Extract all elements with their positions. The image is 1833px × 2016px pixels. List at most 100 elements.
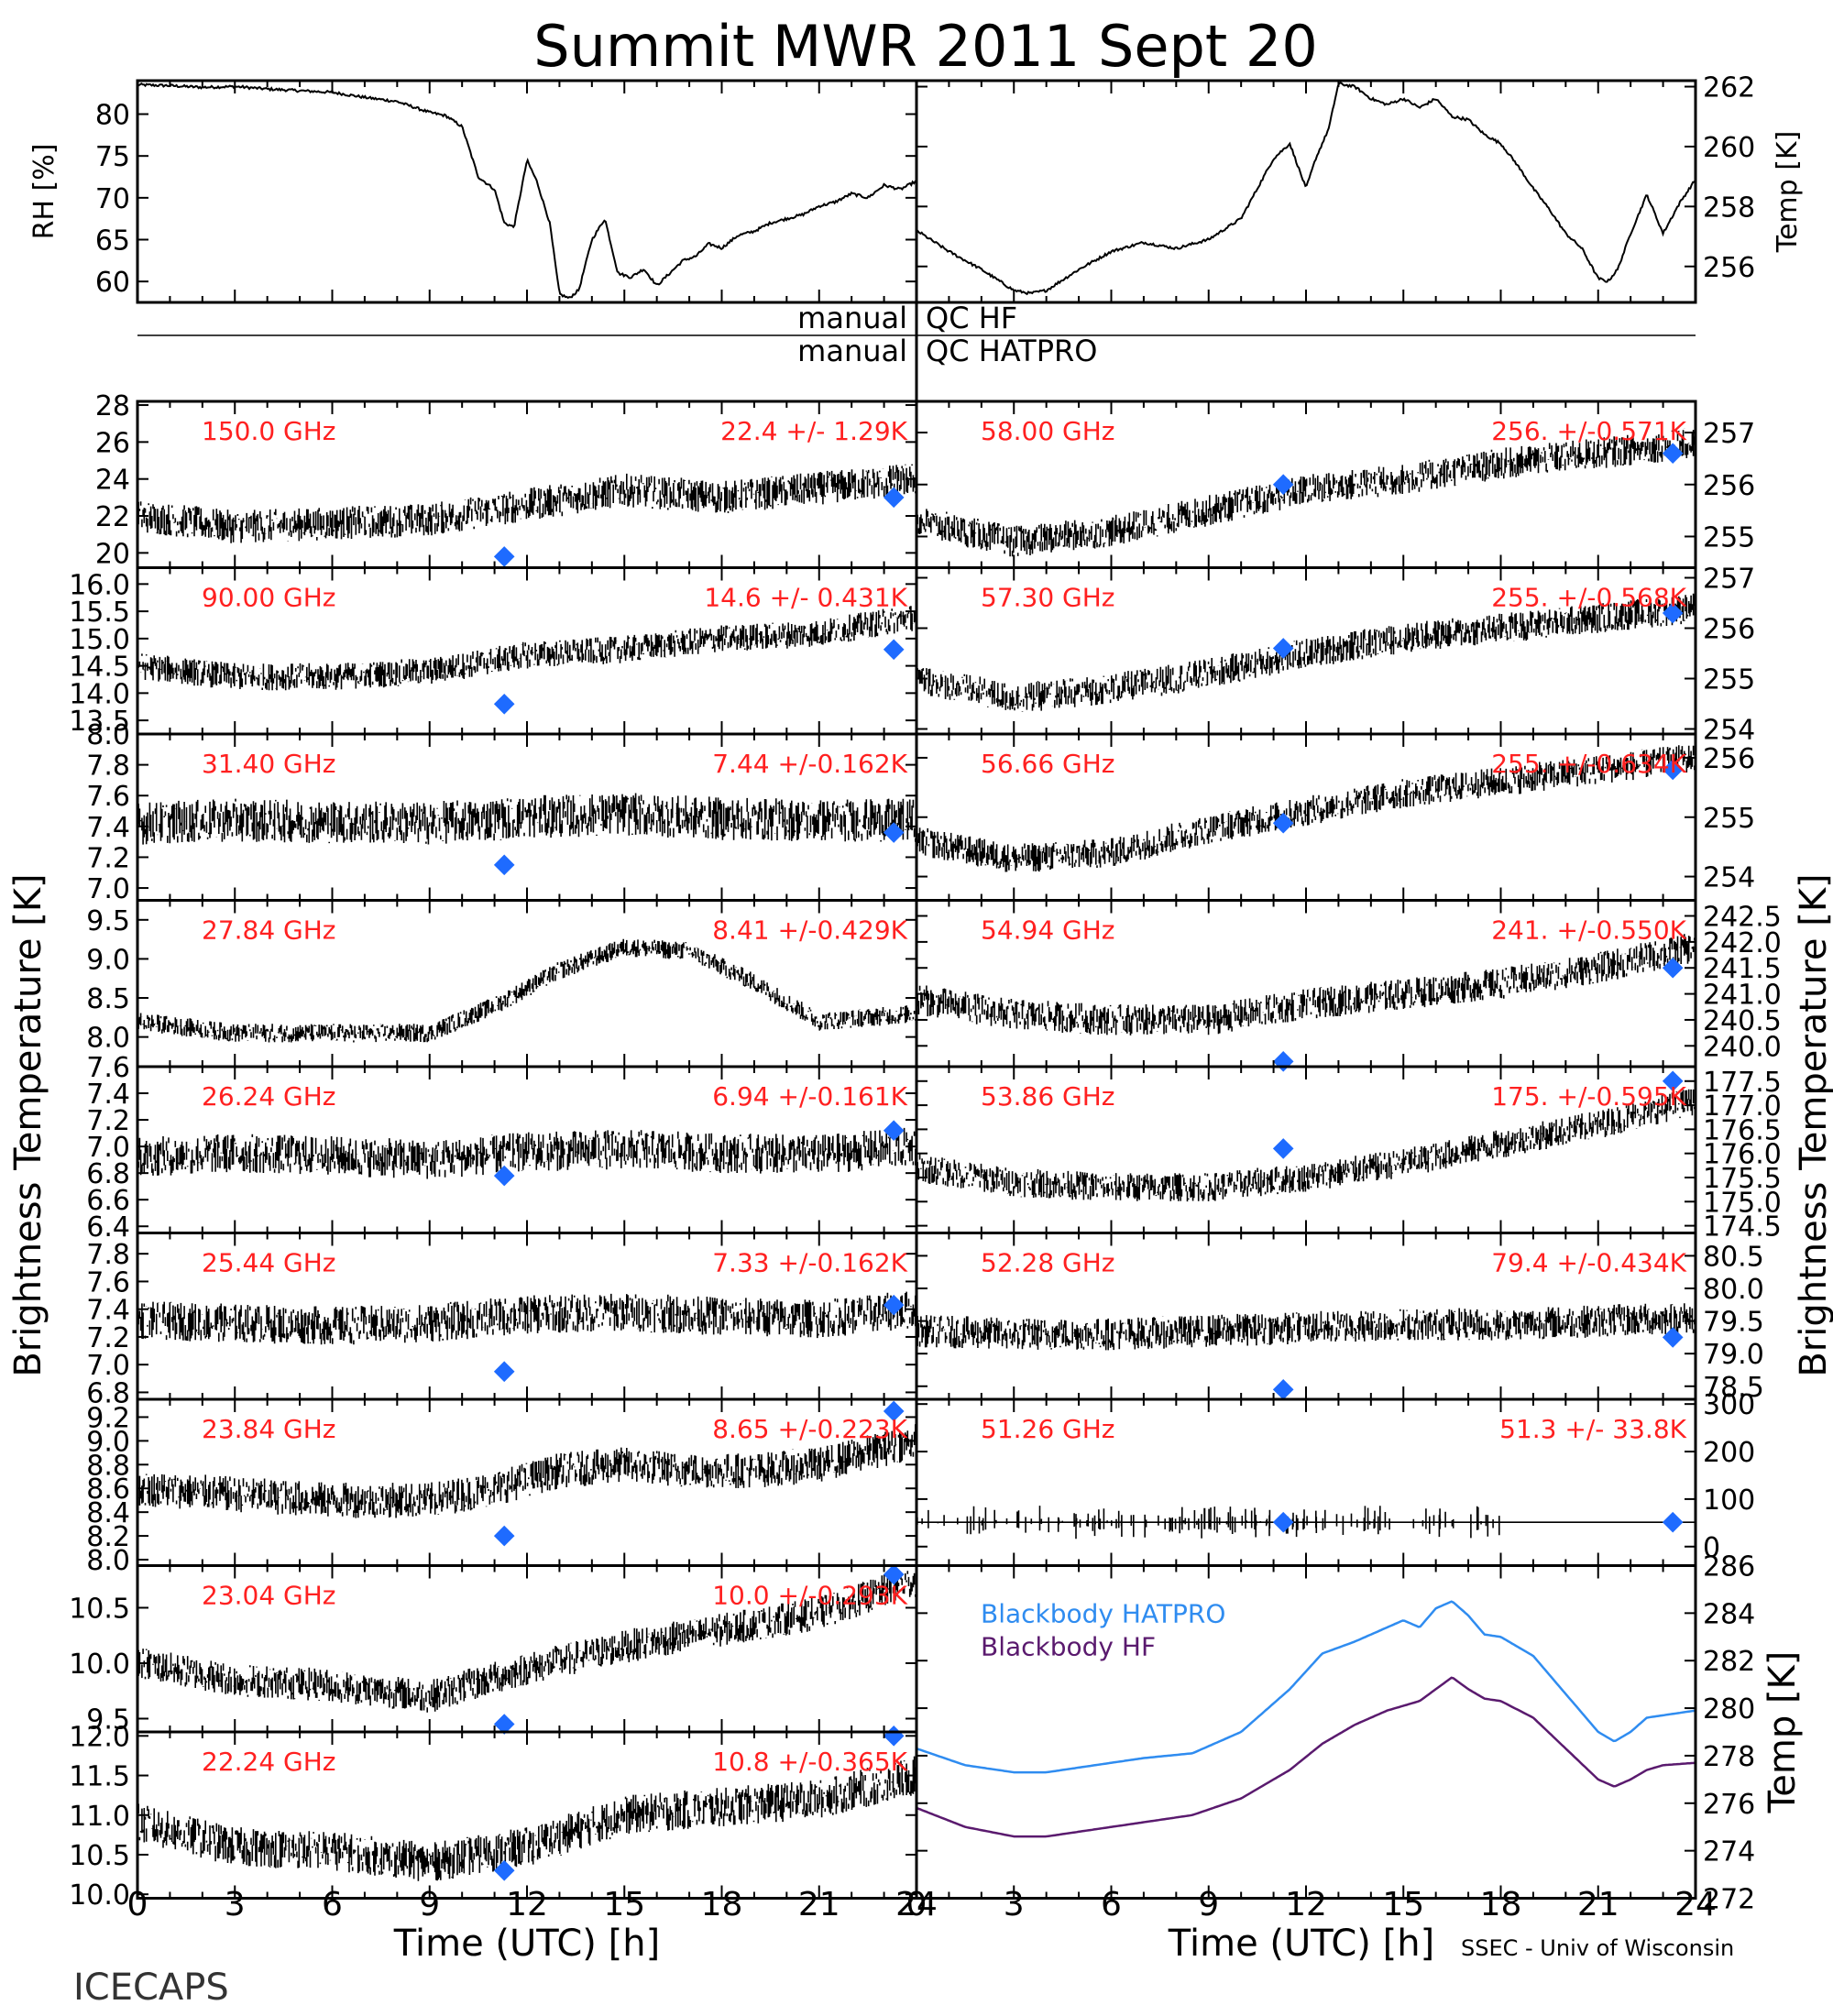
- sounding-marker: [1272, 812, 1294, 834]
- channel-panel: 78.579.079.580.080.5 52.28 GHz 79.4 +/-0.4…: [915, 1232, 1764, 1404]
- y-tick-label: 274: [1703, 1836, 1755, 1868]
- sounding-marker: [493, 854, 515, 876]
- y-tick-label: 13.5: [69, 706, 130, 738]
- y-tick-label: 7.8: [86, 751, 130, 783]
- rh-line: [137, 82, 917, 300]
- x-tick-label: 15: [603, 1886, 645, 1923]
- y-tick-label: 10.5: [69, 1593, 130, 1625]
- y-tick-label: 257: [1703, 418, 1755, 450]
- brightness-trace: [137, 464, 916, 543]
- x-tick-label: 15: [1382, 1886, 1424, 1923]
- y-tick-label: 284: [1703, 1598, 1755, 1630]
- y-tick-label: 20: [95, 538, 130, 570]
- y-tick-label: 175.5: [1703, 1163, 1782, 1195]
- footer-ssec: SSEC - Univ of Wisconsin: [1461, 1935, 1734, 1961]
- channel-panel: 6.46.66.87.07.27.47.6 26.24 GHz 6.94 +/-0.…: [86, 1052, 918, 1244]
- y-tick-label: 257: [1703, 564, 1755, 596]
- channel-label: 23.04 GHz: [202, 1581, 336, 1611]
- x-tick-label: 3: [1004, 1886, 1025, 1923]
- sounding-marker: [493, 1361, 515, 1383]
- brightness-trace: [137, 604, 917, 691]
- sounding-marker: [1662, 602, 1684, 624]
- channel-stat: 6.94 +/-0.161K: [712, 1081, 907, 1112]
- y-tick-label: 278: [1703, 1741, 1755, 1773]
- sounding-marker: [883, 1294, 905, 1316]
- rh-panel: 60 65 70 75 80 RH [%]: [28, 79, 918, 304]
- y-tick-label: 8.0: [86, 719, 130, 751]
- channel-stat: 22.4 +/- 1.29K: [720, 416, 907, 446]
- channel-label: 51.26 GHz: [981, 1414, 1115, 1444]
- channel-label: 27.84 GHz: [202, 915, 336, 946]
- y-tick-label: 176.5: [1703, 1114, 1782, 1146]
- channel-panel: 8.08.28.48.68.89.09.2 23.84 GHz 8.65 +/-0.…: [86, 1397, 918, 1577]
- y-tick-label: 276: [1703, 1789, 1755, 1821]
- footer-icecaps: ICECAPS: [73, 1967, 229, 2009]
- sounding-marker: [493, 1859, 515, 1881]
- blackbody-series-line: [916, 1676, 1696, 1838]
- sounding-marker: [1662, 1327, 1684, 1348]
- y-tick-label: 175.0: [1703, 1187, 1782, 1219]
- channel-label: 57.30 GHz: [981, 583, 1115, 613]
- rh-panel-frame: [136, 79, 918, 304]
- y-tick-label: 241.0: [1703, 980, 1782, 1012]
- x-axis-right: 0 3 6 9 12 15 18 21 24: [906, 1886, 1717, 1923]
- qc-rows: manual QC HF manual QC HATPRO: [137, 301, 1696, 368]
- y-tick-label: 7.2: [86, 842, 130, 874]
- y-tick-label: 254: [1703, 715, 1755, 747]
- y-tick-label: 65: [95, 225, 130, 257]
- sounding-marker: [883, 487, 905, 509]
- channel-panel: 254 255 256 257 57.30 GHz 255. +/-0.568K: [915, 564, 1755, 747]
- x-tick-label: 12: [506, 1886, 548, 1923]
- y-tick-label: 7.6: [86, 781, 130, 813]
- channel-panel: 255 256 257 58.00 GHz 256. +/-0.571K: [915, 400, 1755, 569]
- y-tick-label: 75: [95, 141, 130, 173]
- y-tick-label: 9.5: [86, 1704, 130, 1736]
- channel-label: 52.28 GHz: [981, 1248, 1115, 1278]
- channel-label: 22.24 GHz: [202, 1747, 336, 1777]
- sounding-marker: [493, 1525, 515, 1547]
- figure-title: Summit MWR 2011 Sept 20: [533, 13, 1318, 80]
- y-tick-label: 8.4: [86, 1497, 130, 1529]
- qc-hf-label: QC HF: [926, 301, 1017, 335]
- y-tick-label: 15.5: [69, 597, 130, 629]
- x-axis-left: 0 3 6 9 12 15 18 21 24: [127, 1886, 938, 1923]
- sounding-marker: [493, 546, 515, 567]
- sounding-marker: [493, 693, 515, 715]
- y-tick-label: 14.5: [69, 652, 130, 684]
- y-tick-label: 10.0: [69, 1879, 130, 1912]
- channel-stat: 175. +/-0.595K: [1491, 1081, 1686, 1112]
- x-tick-label: 21: [1577, 1886, 1619, 1923]
- channel-stat: 51.3 +/- 33.8K: [1499, 1414, 1686, 1444]
- y-tick-label: 11.5: [69, 1761, 130, 1793]
- y-tick-label: 7.2: [86, 1105, 130, 1137]
- y-tick-label: 241.5: [1703, 953, 1782, 985]
- sounding-marker: [1272, 1051, 1294, 1072]
- y-tick-label: 6.6: [86, 1185, 130, 1217]
- x-tick-label: 24: [1674, 1886, 1717, 1923]
- brightness-trace: [137, 1291, 917, 1345]
- y-tick-label: 10.5: [69, 1840, 130, 1872]
- y-tick-label: 8.0: [86, 1023, 130, 1055]
- x-tick-label: 12: [1285, 1886, 1327, 1923]
- y-tick-label: 262: [1703, 72, 1755, 104]
- sounding-marker: [493, 1714, 515, 1735]
- channel-label: 31.40 GHz: [202, 749, 336, 779]
- y-tick-label: 0: [1703, 1532, 1720, 1564]
- channel-label: 150.0 GHz: [202, 416, 336, 446]
- qc-hf-manual: manual: [797, 301, 907, 335]
- x-tick-label: 6: [322, 1886, 343, 1923]
- x-tick-label: 21: [798, 1886, 840, 1923]
- y-tick-label: 174.5: [1703, 1211, 1782, 1244]
- y-tick-label: 80: [95, 100, 130, 132]
- channel-stat: 79.4 +/-0.434K: [1491, 1248, 1686, 1278]
- y-tick-label: 10.0: [69, 1649, 130, 1681]
- channel-stat: 7.33 +/-0.162K: [712, 1248, 907, 1278]
- channel-label: 90.00 GHz: [202, 583, 336, 613]
- channel-label: 53.86 GHz: [981, 1081, 1115, 1112]
- sounding-marker: [1272, 1138, 1294, 1159]
- x-tick-label: 18: [1480, 1886, 1522, 1923]
- y-tick-label: 8.2: [86, 1521, 130, 1553]
- channel-stat: 256. +/-0.571K: [1491, 416, 1686, 446]
- sounding-marker: [1272, 638, 1294, 659]
